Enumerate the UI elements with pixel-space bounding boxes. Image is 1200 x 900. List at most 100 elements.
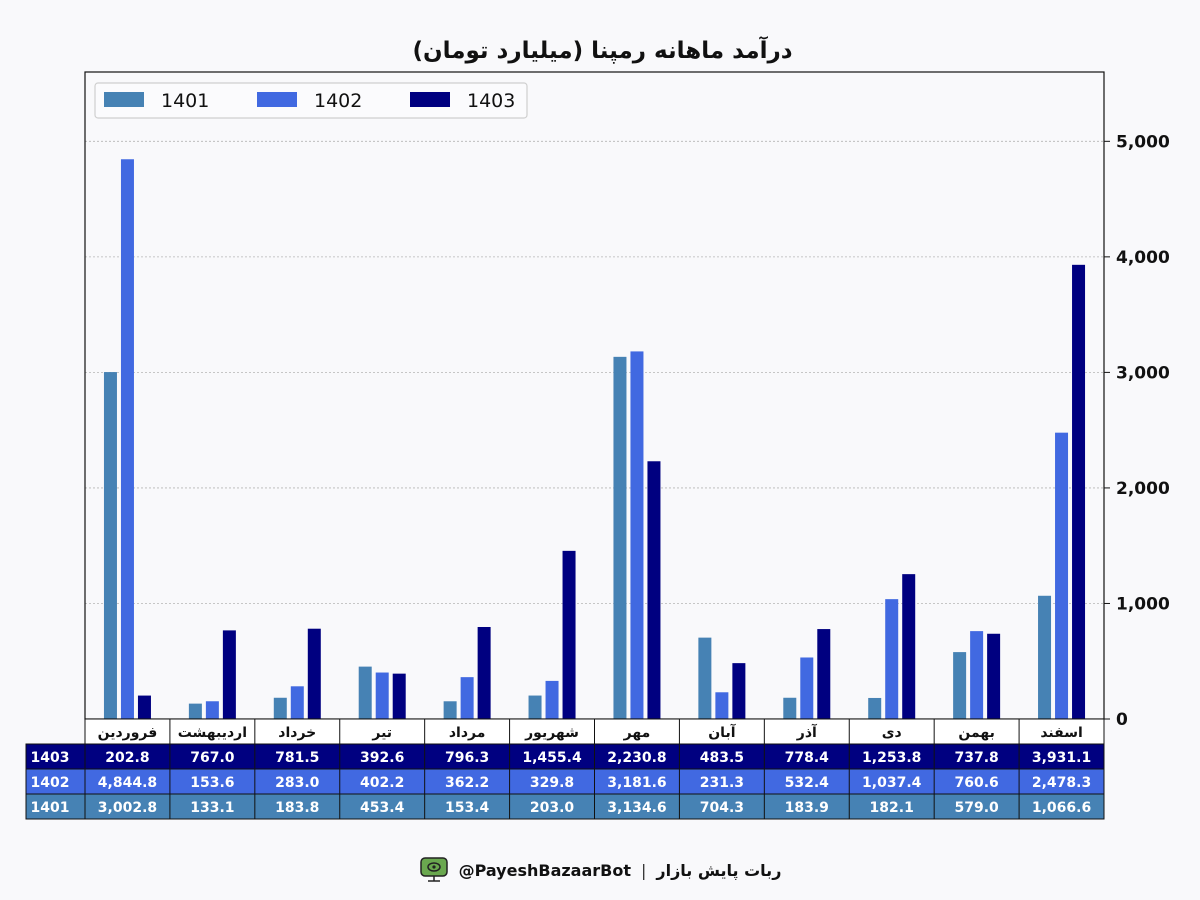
bar-1401-6	[528, 695, 542, 719]
table-cell: 153.6	[190, 775, 234, 791]
bar-1401-7	[613, 356, 627, 719]
footer-credit: @PayeshBazaarBot | ربات پایش بازار	[0, 852, 1200, 888]
bar-1401-10	[868, 697, 882, 719]
bar-1401-8	[698, 637, 712, 719]
table-category-label: بهمن	[958, 725, 994, 741]
table-category-label: فروردین	[98, 725, 158, 741]
table-category-label: خرداد	[278, 725, 316, 741]
bar-1403-9	[817, 629, 831, 719]
table-category-label: شهریور	[524, 725, 579, 741]
bar-1403-7	[647, 461, 661, 719]
table-cell: 392.6	[360, 750, 404, 766]
bar-1402-1	[120, 159, 134, 720]
table-cell: 483.5	[700, 750, 744, 766]
y-tick-label: 0	[1116, 710, 1128, 730]
bar-1403-6	[562, 550, 576, 719]
bar-1402-9	[800, 657, 814, 719]
table-cell: 283.0	[275, 775, 320, 791]
bar-1403-1	[137, 695, 151, 719]
table-cell: 203.0	[530, 800, 575, 816]
legend-swatch-1401	[104, 92, 144, 107]
bar-1402-3	[290, 686, 304, 719]
bar-1401-2	[188, 703, 202, 719]
bar-1403-2	[222, 630, 236, 719]
table-cell: 760.6	[954, 775, 998, 791]
table-category-label: اسفند	[1040, 725, 1082, 741]
table-cell: 767.0	[190, 750, 235, 766]
table-category-label: مهر	[623, 725, 651, 741]
chart-title: درآمد ماهانه رمپنا (میلیارد تومان)	[412, 35, 792, 64]
y-tick-label: 5,000	[1116, 132, 1170, 152]
table-cell: 579.0	[954, 800, 999, 816]
bot-handle[interactable]: @PayeshBazaarBot	[458, 860, 631, 880]
table-cell: 796.3	[445, 750, 489, 766]
table-cell: 781.5	[275, 750, 319, 766]
bar-1401-12	[1038, 595, 1052, 719]
table-category-label: مرداد	[449, 725, 486, 741]
legend-box	[94, 82, 528, 119]
bar-1401-9	[783, 697, 797, 719]
table-cell: 532.4	[785, 775, 830, 791]
table-row-1403	[25, 743, 1105, 770]
table-cell: 231.3	[700, 775, 744, 791]
bar-1402-12	[1055, 432, 1069, 719]
table-cell: 183.8	[275, 800, 319, 816]
table-cell: 3,181.6	[607, 775, 666, 791]
table-cell: 737.8	[954, 750, 998, 766]
table-cell: 402.2	[360, 775, 404, 791]
bar-1402-11	[970, 631, 984, 719]
bar-1403-3	[307, 628, 321, 719]
bar-1402-7	[630, 351, 644, 719]
legend-label-1403: 1403	[467, 90, 515, 112]
table-category-label: آبان	[708, 723, 736, 741]
table-cell: 3,931.1	[1032, 750, 1091, 766]
bot-name: ربات پایش بازار	[656, 860, 782, 880]
table-cell: 1,066.6	[1032, 800, 1091, 816]
bar-1402-8	[715, 692, 729, 719]
legend-swatch-1402	[257, 92, 297, 107]
table-category-label: اردیبهشت	[178, 725, 247, 741]
table-cell: 202.8	[105, 750, 149, 766]
table-cell: 153.4	[445, 800, 490, 816]
footer-separator: |	[641, 860, 647, 880]
bar-1401-4	[358, 666, 372, 719]
bar-1401-5	[443, 701, 457, 719]
legend-label-1401: 1401	[161, 90, 209, 112]
bar-1403-5	[477, 626, 491, 719]
bar-1402-10	[885, 599, 899, 719]
table-cell: 329.8	[530, 775, 574, 791]
table-cell: 362.2	[445, 775, 489, 791]
table-cell: 778.4	[785, 750, 830, 766]
table-cell: 133.1	[190, 800, 234, 816]
table-row-header: 1401	[31, 800, 70, 816]
table-row-header: 1403	[31, 750, 70, 766]
bar-1401-3	[273, 697, 287, 719]
table-cell: 704.3	[700, 800, 744, 816]
table-cell: 1,037.4	[862, 775, 922, 791]
table-cell: 1,455.4	[522, 750, 582, 766]
table-cell: 3,134.6	[607, 800, 666, 816]
table-cell: 4,844.8	[98, 775, 157, 791]
table-cell: 183.9	[785, 800, 829, 816]
table-row-1401	[25, 793, 1105, 820]
bar-1403-11	[987, 633, 1001, 719]
bar-1403-12	[1072, 264, 1086, 719]
bar-1402-4	[375, 672, 389, 719]
legend-swatch-1403	[410, 92, 450, 107]
robot-icon	[419, 857, 448, 882]
table-cell: 1,253.8	[862, 750, 921, 766]
plot-area	[85, 72, 1104, 719]
table-category-label: دی	[882, 725, 902, 741]
bar-1402-5	[460, 677, 474, 719]
bar-1401-11	[953, 652, 967, 719]
table-cell: 453.4	[360, 800, 405, 816]
table-category-label: آذر	[796, 723, 818, 741]
y-tick-label: 3,000	[1116, 363, 1170, 383]
y-tick-label: 1,000	[1116, 594, 1170, 614]
bar-1402-6	[545, 680, 559, 719]
legend-label-1402: 1402	[314, 90, 362, 112]
y-tick-label: 2,000	[1116, 479, 1170, 499]
bar-1403-4	[392, 673, 406, 719]
y-tick-label: 4,000	[1116, 248, 1170, 268]
